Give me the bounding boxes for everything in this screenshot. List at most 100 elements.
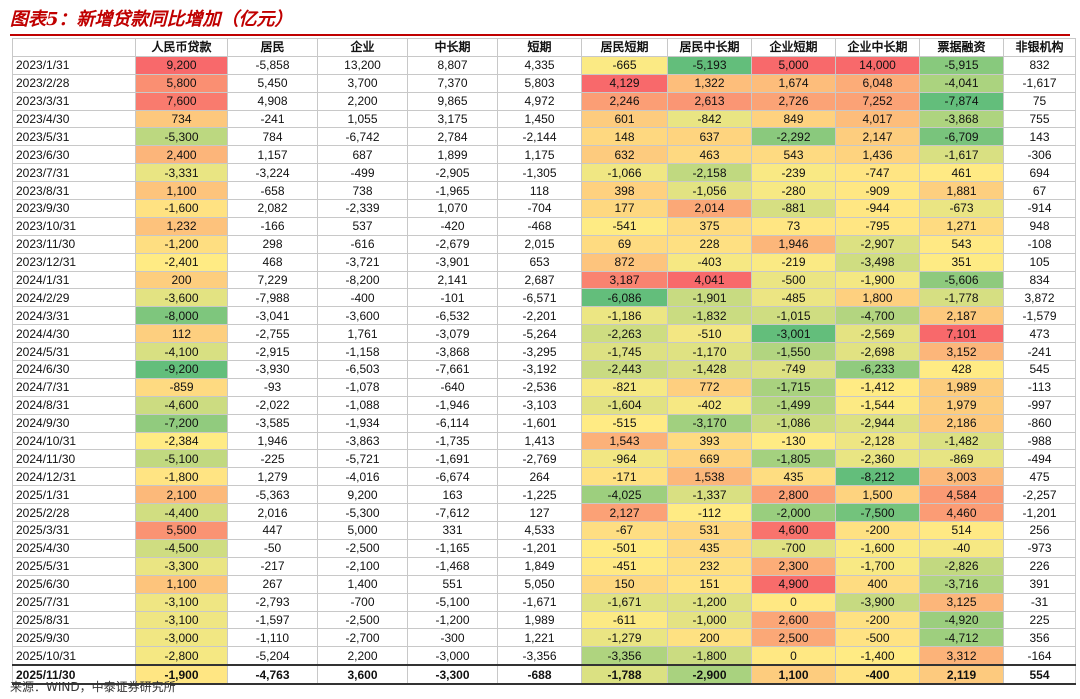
table-row: 2025/8/31 -3,100 -1,597 -2,500 -1,200 1,989 -6… xyxy=(12,610,1076,630)
value-cell: -4,500 xyxy=(135,538,228,558)
value-cell: -859 xyxy=(135,377,228,397)
value-cell: 3,003 xyxy=(919,467,1004,487)
value-cell: 447 xyxy=(227,521,318,540)
value-cell: -4,700 xyxy=(835,306,920,326)
loan-data-table: 人民币贷款 居民 企业 中长期 短期 居民短期 居民中长期 企业短期 企业中长期 票据融资 非银机构… xyxy=(12,38,1076,686)
date-cell: 2023/9/30 xyxy=(12,199,136,218)
date-cell: 2023/11/30 xyxy=(12,234,136,254)
value-cell: -3,192 xyxy=(497,360,582,379)
value-cell: 105 xyxy=(1003,252,1076,272)
date-cell: 2025/3/31 xyxy=(12,521,136,540)
value-cell: 3,312 xyxy=(919,646,1004,666)
value-cell: -217 xyxy=(227,556,318,576)
value-cell: -2,769 xyxy=(497,449,582,469)
value-cell: -3,300 xyxy=(135,556,228,576)
value-cell: -200 xyxy=(835,610,920,630)
value-cell: -1,544 xyxy=(835,395,920,415)
value-cell: 2,014 xyxy=(667,199,752,218)
value-cell: -5,204 xyxy=(227,646,318,666)
value-cell: -1,671 xyxy=(581,592,668,612)
value-cell: 948 xyxy=(1003,216,1076,236)
value-cell: 461 xyxy=(919,163,1004,183)
value-cell: 5,450 xyxy=(227,73,318,93)
value-cell: 1,674 xyxy=(751,73,836,93)
value-cell: 150 xyxy=(581,574,668,594)
value-cell: -5,606 xyxy=(919,270,1004,290)
value-cell: -1,305 xyxy=(497,163,582,183)
date-cell: 2025/6/30 xyxy=(12,574,136,594)
value-cell: -842 xyxy=(667,109,752,129)
value-cell: -1,086 xyxy=(751,413,836,433)
value-cell: -500 xyxy=(751,270,836,290)
table-row: 2024/6/30 -9,200 -3,930 -6,503 -7,661 -3,192-… xyxy=(12,360,1076,379)
value-cell: -1,158 xyxy=(317,342,408,362)
value-cell: 4,533 xyxy=(497,521,582,540)
value-cell: 1,070 xyxy=(407,199,498,218)
value-cell: 4,600 xyxy=(751,521,836,540)
table-row: 2024/10/31 -2,384 1,946 -3,863 -1,735 1,413 1,… xyxy=(12,431,1076,451)
value-cell: 2,187 xyxy=(919,306,1004,326)
value-cell: 463 xyxy=(667,145,752,165)
date-cell: 2025/8/31 xyxy=(12,610,136,630)
value-cell: -688 xyxy=(497,664,582,686)
value-cell: -2,022 xyxy=(227,395,318,415)
value-cell: 2,147 xyxy=(835,127,920,147)
value-cell: -300 xyxy=(407,628,498,648)
date-cell: 2023/7/31 xyxy=(12,163,136,183)
value-cell: -1,805 xyxy=(751,449,836,469)
value-cell: -3,295 xyxy=(497,342,582,362)
value-cell: -3,868 xyxy=(919,109,1004,129)
value-cell: 7,600 xyxy=(135,91,228,111)
value-cell: -2,698 xyxy=(835,342,920,362)
value-cell: -2,944 xyxy=(835,413,920,433)
value-cell: 1,881 xyxy=(919,181,1004,201)
value-cell: -3,356 xyxy=(497,646,582,666)
date-cell: 2024/5/31 xyxy=(12,342,136,362)
value-cell: -1,078 xyxy=(317,377,408,397)
value-cell: -704 xyxy=(497,199,582,218)
value-cell: 2,186 xyxy=(919,413,1004,433)
date-cell: 2024/1/31 xyxy=(12,270,136,290)
table-body: 2023/1/31 9,200 -5,858 13,200 8,807 4,335 -665… xyxy=(12,55,1076,686)
table-row: 2023/3/31 7,600 4,908 2,200 9,865 4,972 2,246 2… xyxy=(12,91,1076,111)
value-cell: 351 xyxy=(919,252,1004,272)
value-cell: 228 xyxy=(667,234,752,254)
value-cell: 2,246 xyxy=(581,91,668,111)
value-cell: -3,331 xyxy=(135,163,228,183)
date-cell: 2024/9/30 xyxy=(12,413,136,433)
table-row: 2024/1/31 200 7,229 -8,200 2,141 2,687 3,187 4,… xyxy=(12,270,1076,290)
value-cell: -420 xyxy=(407,216,498,236)
date-cell: 2023/4/30 xyxy=(12,109,136,129)
value-cell: -1,617 xyxy=(1003,73,1076,93)
value-cell: 0 xyxy=(751,592,836,612)
value-cell: -5,858 xyxy=(227,55,318,75)
value-cell: 2,687 xyxy=(497,270,582,290)
table-row: 2023/9/30 -1,600 2,082 -2,339 1,070 -704 177 2,… xyxy=(12,199,1076,218)
table-row: 2023/2/28 5,800 5,450 3,700 7,370 5,803 4,129 1… xyxy=(12,73,1076,93)
value-cell: -869 xyxy=(919,449,1004,469)
value-cell: -964 xyxy=(581,449,668,469)
value-cell: -1,788 xyxy=(581,664,668,686)
value-cell: 2,082 xyxy=(227,199,318,218)
value-cell: -1,000 xyxy=(667,610,752,630)
value-cell: 1,946 xyxy=(751,234,836,254)
date-cell: 2025/9/30 xyxy=(12,628,136,648)
value-cell: -1,482 xyxy=(919,431,1004,451)
table-row: 2024/12/31 -1,800 1,279 -4,016 -6,674 264 -171… xyxy=(12,467,1076,487)
value-cell: 2,800 xyxy=(751,485,836,505)
table-row: 2025/10/31 -2,800 -5,204 2,200 -3,000 -3,356-… xyxy=(12,646,1076,666)
value-cell: 738 xyxy=(317,181,408,201)
value-cell: 3,175 xyxy=(407,109,498,129)
date-cell: 2024/12/31 xyxy=(12,467,136,487)
table-row: 2023/1/31 9,200 -5,858 13,200 8,807 4,335 -665… xyxy=(12,55,1076,75)
date-cell: 2025/5/31 xyxy=(12,556,136,576)
value-cell: 694 xyxy=(1003,163,1076,183)
table-row: 2025/6/30 1,100 267 1,400 551 5,050 150 151 4,90… xyxy=(12,574,1076,594)
value-cell: 435 xyxy=(667,538,752,558)
value-cell: -4,763 xyxy=(227,664,318,686)
value-cell: 112 xyxy=(135,324,228,344)
value-cell: -973 xyxy=(1003,538,1076,558)
value-cell: 1,989 xyxy=(497,610,582,630)
table-row: 2025/4/30 -4,500 -50 -2,500 -1,165 -1,201 -501… xyxy=(12,538,1076,558)
value-cell: -1,800 xyxy=(135,467,228,487)
